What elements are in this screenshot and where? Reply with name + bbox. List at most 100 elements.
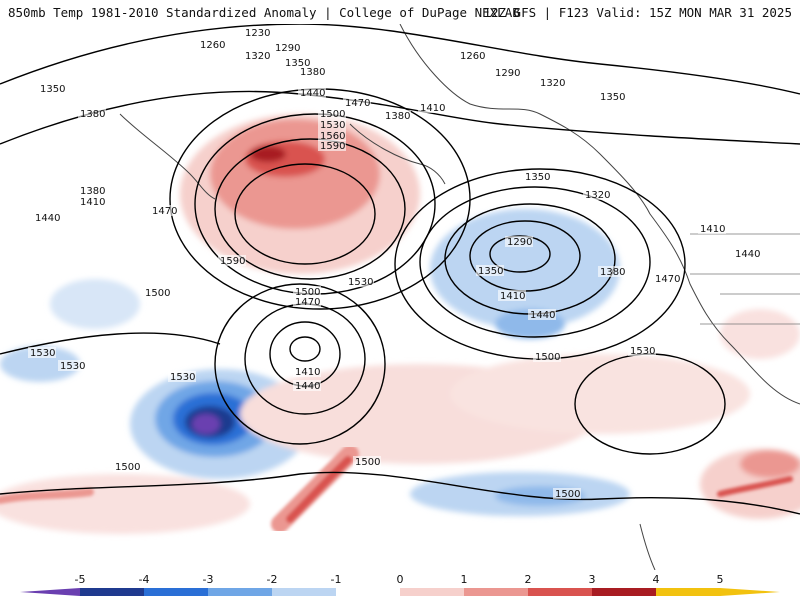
- isobar-label: 1590: [320, 141, 345, 152]
- legend-arrow-right: [720, 588, 780, 596]
- isobar-label: 1530: [320, 120, 345, 131]
- isobar-label: 1500: [555, 489, 580, 500]
- isobar-label: 1350: [285, 58, 310, 69]
- isobar-label-bg: [493, 67, 521, 78]
- cold-anomaly-west-light: [50, 279, 140, 329]
- isobar-label: 1530: [348, 277, 373, 288]
- legend-swatch: [464, 588, 529, 596]
- isobar-label: 1530: [630, 346, 655, 357]
- isobar-label: 1410: [500, 291, 525, 302]
- siberia-coast: [119, 113, 216, 200]
- legend-swatch: [592, 588, 657, 596]
- sw-low-contour-1380: [289, 336, 321, 362]
- isobar-label-bg: [318, 130, 346, 141]
- polar-contour-1350: [0, 24, 800, 95]
- legend-tick-label: 1: [461, 573, 468, 586]
- isobar-label-bg: [168, 371, 196, 382]
- subtropical-contour-1500: [0, 471, 800, 515]
- isobar-label: 1530: [30, 348, 55, 359]
- legend-swatch: [400, 588, 465, 596]
- legend-swatch: [528, 588, 593, 596]
- isobar-label-bg: [78, 185, 106, 196]
- legend-swatch: [272, 588, 337, 596]
- isobar-label: 1500: [295, 287, 320, 298]
- isobar-label-bg: [273, 42, 301, 53]
- isobar-label-bg: [293, 380, 321, 391]
- isobar-label: 1350: [600, 92, 625, 103]
- warm-anomaly-max: [250, 146, 286, 162]
- isobar-label-bg: [218, 255, 246, 266]
- isobar-label: 1410: [420, 103, 445, 114]
- isobar-label: 1470: [295, 297, 320, 308]
- isobar-label: 1530: [170, 372, 195, 383]
- isobar-label: 1500: [320, 109, 345, 120]
- isobar-label: 1440: [735, 249, 760, 260]
- isobar-label-bg: [383, 110, 411, 121]
- isobar-label: 1440: [530, 310, 555, 321]
- isobar-label-bg: [38, 83, 66, 94]
- isobar-label: 1380: [600, 267, 625, 278]
- north-america-coast: [399, 24, 800, 405]
- isobar-label: 1350: [478, 266, 503, 277]
- isobar-label-bg: [476, 265, 504, 276]
- legend-tick-label: -5: [75, 573, 86, 586]
- isobar-label-bg: [150, 205, 178, 216]
- isobar-label: 1260: [460, 51, 485, 62]
- legend-swatch: [80, 588, 145, 596]
- isobar-label-bg: [113, 461, 141, 472]
- isobar-label: 1440: [300, 88, 325, 99]
- coastlines: [119, 24, 800, 570]
- isobar-label-bg: [528, 309, 556, 320]
- isobar-label: 1470: [655, 274, 680, 285]
- isobar-label-bg: [418, 102, 446, 113]
- legend-swatch: [656, 588, 721, 596]
- isobar-label-bg: [78, 196, 106, 207]
- isobar-label: 1290: [495, 68, 520, 79]
- legend-swatch: [336, 588, 401, 596]
- isobar-label-bg: [243, 27, 271, 38]
- isobar-label: 1500: [535, 352, 560, 363]
- isobar-label-bg: [598, 266, 626, 277]
- isobar-label: 1530: [60, 361, 85, 372]
- isobar-label-bg: [58, 360, 86, 371]
- alaska-peninsula: [349, 123, 446, 185]
- isobar-label-bg: [243, 50, 271, 61]
- isobar-label: 1410: [295, 367, 320, 378]
- isobar-label: 1380: [80, 186, 105, 197]
- isobar-label-bg: [343, 97, 371, 108]
- isobar-label-bg: [283, 57, 311, 68]
- isobar-label: 1380: [300, 67, 325, 78]
- isobar-label: 1410: [700, 224, 725, 235]
- isobar-label: 1320: [245, 51, 270, 62]
- legend-tick-label: -2: [267, 573, 278, 586]
- map-header: 850mb Temp 1981-2010 Standardized Anomal…: [0, 0, 800, 24]
- isobar-label: 1290: [507, 237, 532, 248]
- isobar-label-bg: [198, 39, 226, 50]
- isobar-label: 1260: [200, 40, 225, 51]
- isobar-label: 1410: [80, 197, 105, 208]
- isobar-label-bg: [293, 366, 321, 377]
- isobar-label-bg: [318, 140, 346, 151]
- sw-low-contour-1500: [214, 283, 386, 445]
- central-america-coast: [639, 523, 656, 570]
- isobar-label-bg: [318, 119, 346, 130]
- isobar-label-bg: [458, 50, 486, 61]
- isobar-label: 1350: [525, 172, 550, 183]
- legend-ticks: -5 -4 -3 -2 -1 0 1 2 3 4 5: [75, 573, 724, 586]
- isobar-label-bg: [538, 77, 566, 88]
- warm-anomaly-east-subtropics: [450, 354, 750, 434]
- isobar-label: 1590: [220, 256, 245, 267]
- legend-tick-label: 0: [397, 573, 404, 586]
- isobar-label-bg: [353, 456, 381, 467]
- warm-anomaly-streak-core: [286, 456, 352, 523]
- state-boundaries: [690, 233, 800, 325]
- isobar-label: 1500: [355, 457, 380, 468]
- warm-anomaly-east-edge: [717, 476, 793, 497]
- isobar-label-bg: [143, 287, 171, 298]
- isobar-label: 1470: [345, 98, 370, 109]
- legend-swatch: [144, 588, 209, 596]
- legend-tick-label: 5: [717, 573, 724, 586]
- isobar-label-bg: [28, 347, 56, 358]
- isobar-label-bg: [628, 345, 656, 356]
- isobar-label-bg: [698, 223, 726, 234]
